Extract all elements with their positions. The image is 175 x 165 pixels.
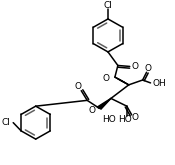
Text: Cl: Cl [2, 118, 11, 127]
Text: O: O [144, 64, 151, 73]
Text: HO: HO [118, 115, 132, 124]
Text: O: O [103, 74, 110, 82]
Polygon shape [97, 98, 111, 109]
Text: O: O [131, 113, 138, 122]
Text: O: O [131, 62, 138, 71]
Text: Cl: Cl [104, 1, 112, 10]
Text: O: O [75, 82, 82, 91]
Text: O: O [88, 106, 95, 115]
Text: HO: HO [102, 115, 116, 124]
Text: OH: OH [153, 79, 166, 88]
